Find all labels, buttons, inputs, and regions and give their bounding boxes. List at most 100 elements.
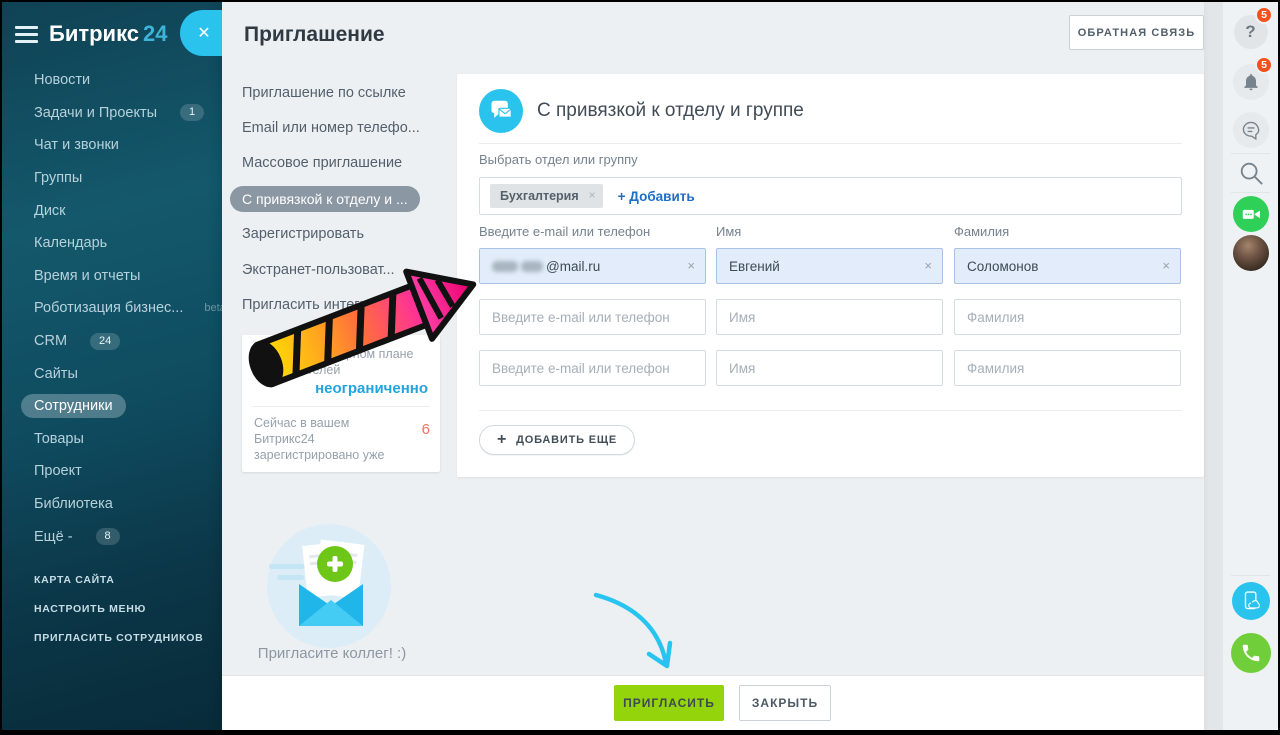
name-field-row1[interactable]: Евгений × xyxy=(716,248,943,284)
email-field-row2[interactable] xyxy=(479,299,706,335)
rail-divider xyxy=(1231,192,1270,193)
sidebar-nav: Новости Задачи и Проекты 1 Чат и звонки Г… xyxy=(21,64,226,553)
surname-field-row3[interactable] xyxy=(954,350,1181,386)
email-field-row1[interactable]: @mail.ru × xyxy=(479,248,706,284)
notifications-bell-icon[interactable] xyxy=(1232,64,1269,100)
add-more-button[interactable]: + ДОБАВИТЬ ЕЩЕ xyxy=(479,425,635,455)
search-icon[interactable] xyxy=(1237,159,1265,187)
logo-brand: Битрикс xyxy=(49,21,140,46)
clear-icon[interactable]: × xyxy=(924,258,932,273)
crm-badge: 24 xyxy=(90,332,121,350)
close-icon: ✕ xyxy=(197,25,211,42)
divider xyxy=(252,406,430,407)
close-modal-button[interactable]: ЗАКРЫТЬ xyxy=(739,685,831,721)
sitemap-link[interactable]: КАРТА САЙТА xyxy=(34,574,115,586)
configure-menu-link[interactable]: НАСТРОИТЬ МЕНЮ xyxy=(34,603,147,615)
invite-employees-link[interactable]: ПРИГЛАСИТЬ СОТРУДНИКОВ xyxy=(34,632,204,644)
menu-email-or-phone[interactable]: Email или номер телефо... xyxy=(242,120,420,137)
registered-line2: зарегистрировано уже xyxy=(254,448,385,462)
invite-illustration xyxy=(267,524,391,648)
sidebar: Битрикс 24 Новости Задачи и Проекты 1 Чат … xyxy=(2,2,226,730)
video-call-icon[interactable] xyxy=(1232,196,1269,232)
tariff-line1: На вашем тарифном плане xyxy=(254,347,414,361)
surname-column-label: Фамилия xyxy=(954,224,1010,239)
help-badge: 5 xyxy=(1255,6,1273,24)
tariff-line2: пользователей xyxy=(254,363,341,377)
email-field-row3[interactable] xyxy=(479,350,706,386)
sidebar-item-products[interactable]: Товары xyxy=(34,430,84,447)
rail-divider xyxy=(1231,575,1270,576)
sidebar-item-library[interactable]: Библиотека xyxy=(34,496,113,513)
user-avatar[interactable] xyxy=(1232,235,1269,271)
invite-form-panel: С привязкой к отделу и группе Выбрать от… xyxy=(457,74,1204,477)
name-field-row3[interactable] xyxy=(716,350,943,386)
sidebar-header: Битрикс 24 xyxy=(2,2,222,47)
registered-line1: Сейчас в вашем Битрикс24 xyxy=(254,416,350,446)
sidebar-item-sites[interactable]: Сайты xyxy=(34,365,78,382)
sidebar-item-crm[interactable]: CRM 24 xyxy=(34,325,218,358)
sidebar-item-groups[interactable]: Группы xyxy=(34,170,83,187)
menu-bind-department[interactable]: С привязкой к отделу и ... xyxy=(230,181,457,216)
email-column-label: Введите e-mail или телефон xyxy=(479,224,651,239)
messenger-icon[interactable] xyxy=(1232,112,1269,148)
registered-count: 6 xyxy=(421,421,430,438)
surname-field-row2[interactable] xyxy=(954,299,1181,335)
rail-divider xyxy=(1231,153,1270,154)
invite-modal: ✕ Приглашение ОБРАТНАЯ СВЯЗЬ Приглашение… xyxy=(180,2,1204,730)
clear-icon[interactable]: × xyxy=(1162,258,1170,273)
name-column-label: Имя xyxy=(716,224,742,239)
menu-register[interactable]: Зарегистрировать xyxy=(242,226,365,243)
tariff-info-card: На вашем тарифном плане пользователей не… xyxy=(242,335,440,472)
sidebar-item-more[interactable]: Ещё -8 xyxy=(34,520,218,553)
beta-tag: beta xyxy=(204,302,226,315)
sidebar-item-disk[interactable]: Диск xyxy=(34,202,66,219)
sidebar-item-time[interactable]: Время и отчеты xyxy=(34,267,141,284)
right-rail: ? 5 5 xyxy=(1222,2,1278,730)
department-tag[interactable]: Бухгалтерия × xyxy=(490,184,603,208)
sidebar-item-news[interactable]: Новости xyxy=(34,72,91,89)
menu-invite-integrator[interactable]: Пригласить интегратора xyxy=(242,297,407,314)
sidebar-item-chat[interactable]: Чат и звонки xyxy=(34,137,119,154)
add-department-link[interactable]: + Добавить xyxy=(617,188,695,204)
notifications-badge: 5 xyxy=(1255,56,1273,74)
tariff-unlimited: неограниченно xyxy=(315,380,428,397)
more-badge: 8 xyxy=(95,528,120,546)
feedback-button[interactable]: ОБРАТНАЯ СВЯЗЬ xyxy=(1069,15,1204,50)
menu-extranet-users[interactable]: Экстранет-пользоват... xyxy=(242,261,395,278)
tag-remove-icon[interactable]: × xyxy=(588,188,596,202)
sidebar-item-rpa[interactable]: Роботизация бизнес... beta xyxy=(34,300,226,317)
mobile-app-icon[interactable] xyxy=(1231,582,1270,620)
blurred-text xyxy=(492,260,518,272)
divider xyxy=(479,143,1182,144)
invite-type-menu: Приглашение по ссылке Email или номер те… xyxy=(230,75,457,323)
illustration-caption: Пригласите коллег! :) xyxy=(257,645,407,662)
menu-mass-invite[interactable]: Массовое приглашение xyxy=(242,155,403,172)
plus-icon: + xyxy=(497,431,508,448)
invite-button[interactable]: ПРИГЛАСИТЬ xyxy=(614,685,724,721)
hamburger-icon[interactable] xyxy=(15,22,38,47)
surname-field-row1[interactable]: Соломонов × xyxy=(954,248,1181,284)
name-field-row2[interactable] xyxy=(716,299,943,335)
tasks-badge: 1 xyxy=(180,104,205,122)
telephony-icon[interactable] xyxy=(1230,633,1271,673)
sidebar-item-tasks[interactable]: Задачи и Проекты 1 xyxy=(34,97,218,130)
sidebar-item-project[interactable]: Проект xyxy=(34,463,82,480)
logo: Битрикс 24 xyxy=(49,21,168,47)
clear-icon[interactable]: × xyxy=(687,258,695,273)
sidebar-item-calendar[interactable]: Календарь xyxy=(34,235,108,252)
close-button[interactable]: ✕ xyxy=(180,10,222,56)
modal-title: Приглашение xyxy=(244,23,385,46)
sidebar-item-employees[interactable]: Сотрудники xyxy=(21,390,218,423)
divider xyxy=(479,410,1182,411)
page-background-strip xyxy=(1204,2,1224,730)
menu-invite-by-link[interactable]: Приглашение по ссылке xyxy=(242,84,406,101)
panel-heading: С привязкой к отделу и группе xyxy=(537,100,804,121)
sidebar-footer: КАРТА САЙТА НАСТРОИТЬ МЕНЮ ПРИГЛАСИТЬ СО… xyxy=(34,574,203,661)
chat-envelope-icon xyxy=(479,89,523,133)
cyan-arrow-annotation xyxy=(593,592,673,669)
modal-footer: ПРИГЛАСИТЬ ЗАКРЫТЬ xyxy=(222,675,1204,730)
logo-suffix: 24 xyxy=(143,21,168,46)
department-label: Выбрать отдел или группу xyxy=(479,152,638,167)
department-select[interactable]: Бухгалтерия × + Добавить xyxy=(479,177,1182,215)
